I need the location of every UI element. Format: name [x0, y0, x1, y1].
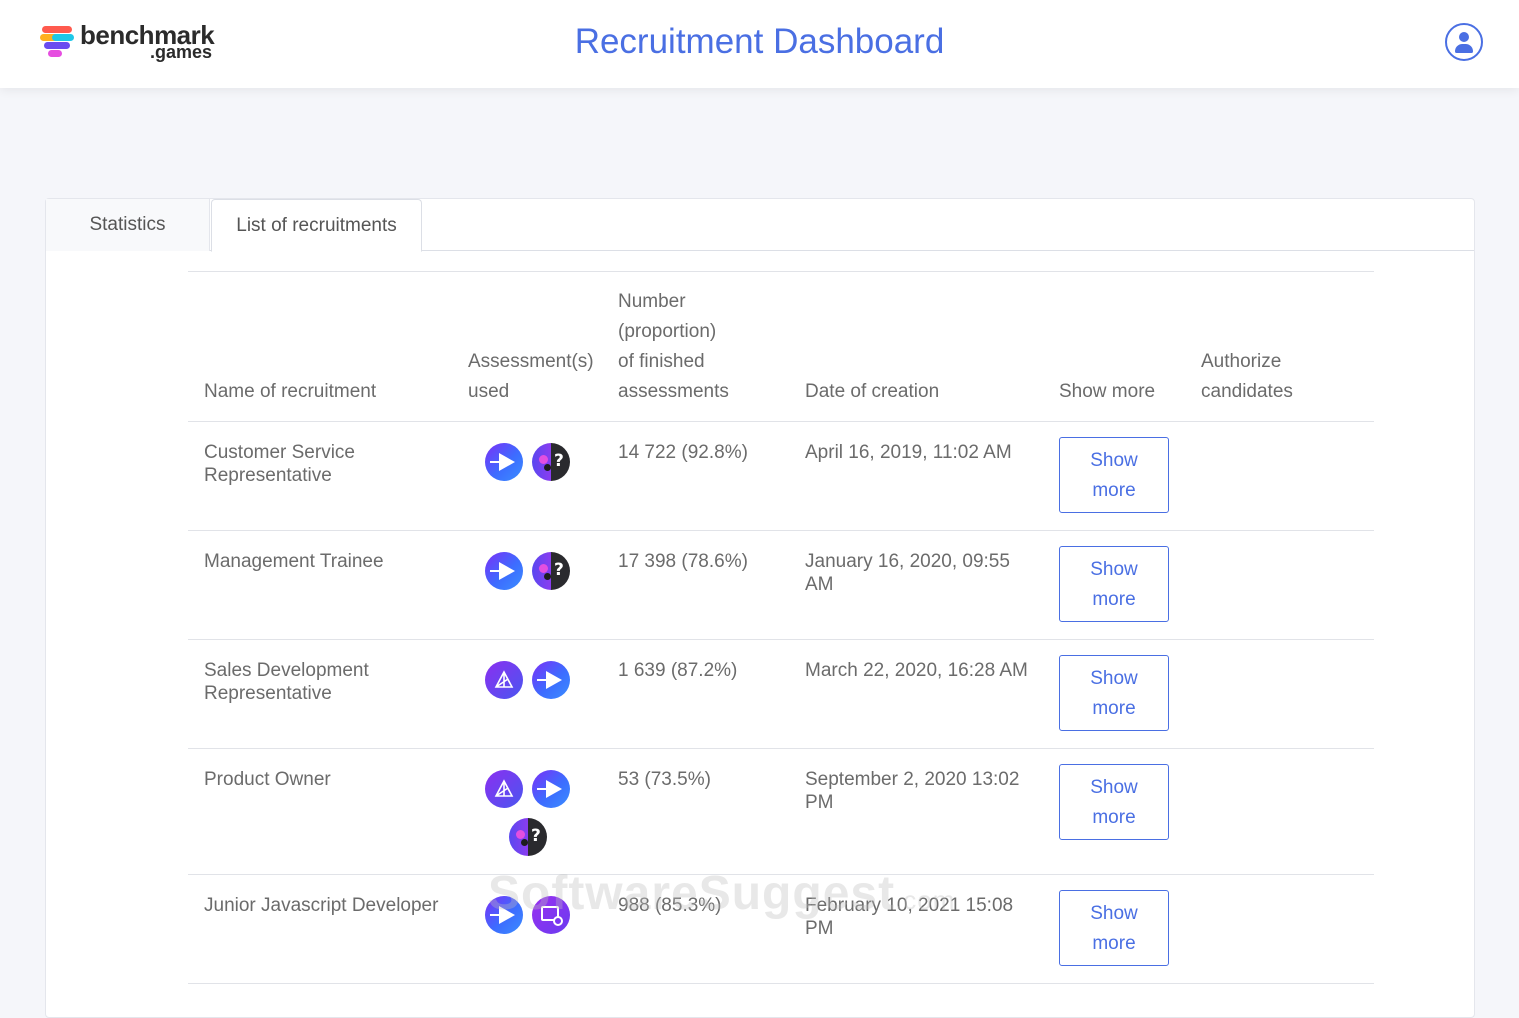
creation-date: February 10, 2021 15:08 PM: [805, 895, 1014, 939]
creation-date: September 2, 2020 13:02 PM: [805, 769, 1020, 813]
finished-count: 1 639 (87.2%): [618, 660, 738, 681]
recruitment-name[interactable]: Customer Service Representative: [204, 442, 355, 486]
mystery-assessment-icon[interactable]: [532, 443, 570, 481]
play-assessment-icon[interactable]: [532, 770, 570, 808]
network-assessment-icon[interactable]: [485, 661, 523, 699]
finished-count: 988 (85.3%): [618, 895, 722, 916]
finished-count: 17 398 (78.6%): [618, 551, 748, 572]
show-more-button[interactable]: Show more: [1059, 655, 1169, 731]
column-header-authorize: Authorize candidates: [1201, 351, 1293, 402]
network-assessment-icon[interactable]: [485, 770, 523, 808]
mystery-assessment-icon[interactable]: [509, 818, 547, 856]
creation-date: March 22, 2020, 16:28 AM: [805, 660, 1028, 681]
show-more-button[interactable]: Show more: [1059, 764, 1169, 840]
finished-count: 14 722 (92.8%): [618, 442, 748, 463]
page-title: Recruitment Dashboard: [574, 22, 945, 61]
column-header-finished: Number (proportion) of finished assessme…: [618, 291, 729, 402]
finished-count: 53 (73.5%): [618, 769, 711, 790]
show-more-button[interactable]: Show more: [1059, 437, 1169, 513]
recruitment-name[interactable]: Sales Development Representative: [204, 660, 369, 704]
benchmark-games-logo[interactable]: benchmark .games: [40, 20, 240, 62]
play-assessment-icon[interactable]: [485, 896, 523, 934]
top-bar: benchmark .games Recruitment Dashboard: [0, 0, 1519, 88]
creation-date: April 16, 2019, 11:02 AM: [805, 442, 1012, 463]
mystery-assessment-icon[interactable]: [532, 552, 570, 590]
logo-subtext: .games: [150, 42, 213, 62]
watermark: SoftwareSuggest.com: [488, 867, 956, 920]
column-header-assessments: Assessment(s) used: [468, 351, 594, 402]
show-more-button[interactable]: Show more: [1059, 890, 1169, 966]
logo-mark-icon: [40, 26, 76, 58]
tab-bar: Statistics List of recruitments: [46, 199, 1474, 252]
column-header-date: Date of creation: [805, 381, 940, 402]
survey-assessment-icon[interactable]: [532, 896, 570, 934]
recruitment-name[interactable]: Management Trainee: [204, 551, 384, 572]
creation-date: January 16, 2020, 09:55 AM: [805, 551, 1010, 595]
column-header-show-more: Show more: [1059, 381, 1156, 402]
show-more-button[interactable]: Show more: [1059, 546, 1169, 622]
recruitment-name[interactable]: Junior Javascript Developer: [204, 895, 439, 916]
play-assessment-icon[interactable]: [485, 443, 523, 481]
recruitment-name[interactable]: Product Owner: [204, 769, 331, 790]
play-assessment-icon[interactable]: [532, 661, 570, 699]
column-header-name: Name of recruitment: [204, 381, 377, 402]
recruitments-card: Statistics List of recruitments Name of …: [45, 198, 1475, 1018]
tab-list-of-recruitments[interactable]: List of recruitments: [211, 199, 422, 252]
play-assessment-icon[interactable]: [485, 552, 523, 590]
tab-statistics[interactable]: Statistics: [46, 199, 210, 251]
logo-text: benchmark: [80, 20, 215, 50]
user-avatar-icon[interactable]: [1445, 23, 1483, 61]
